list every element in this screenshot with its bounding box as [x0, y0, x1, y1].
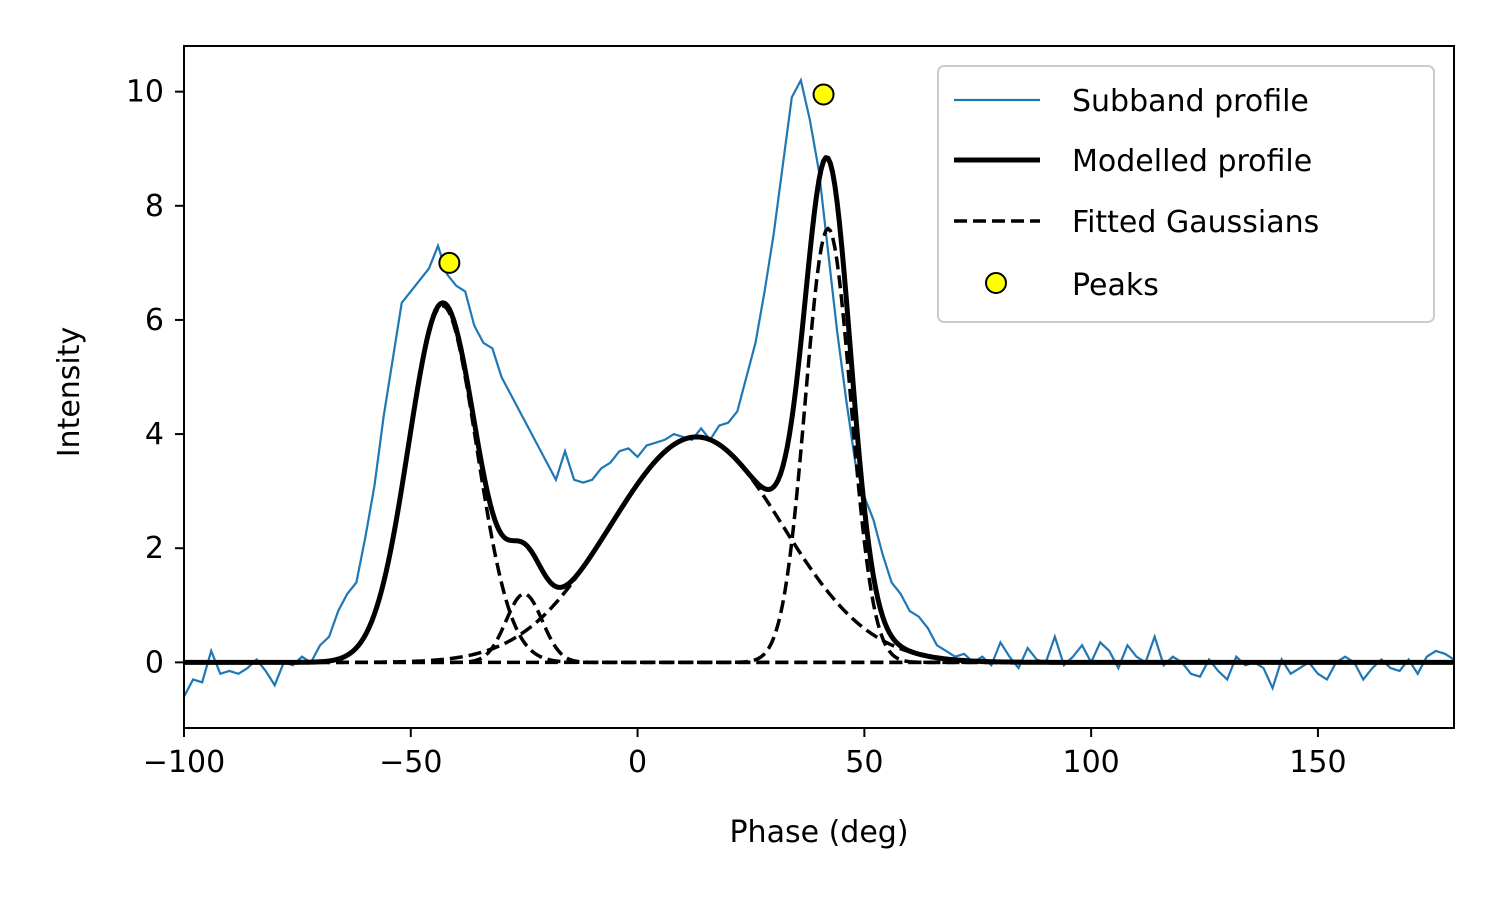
- plot-area: [184, 77, 1454, 698]
- fitted-gaussian-4: [184, 226, 1454, 665]
- x-tick-label: 0: [628, 745, 647, 780]
- y-tick-label: 10: [126, 75, 164, 110]
- axis-ticks: −100 −50 0 50 100 150 0 2 4 6 8 10: [126, 75, 1347, 780]
- y-tick-label: 2: [145, 531, 164, 566]
- legend-label-subband-profile: Subband profile: [1072, 84, 1309, 119]
- legend-box: [937, 65, 1435, 323]
- x-tick-label: 150: [1289, 745, 1346, 780]
- legend-label-modelled-profile: Modelled profile: [1072, 144, 1312, 179]
- legend: Subband profile Modelled profile Fitted …: [937, 65, 1435, 323]
- series-modelled-profile: [184, 155, 1454, 665]
- x-tick-label: 50: [845, 745, 883, 780]
- y-axis-label: Intensity: [52, 327, 87, 458]
- x-axis-label: Phase (deg): [729, 815, 908, 850]
- legend-label-peaks: Peaks: [1072, 268, 1159, 303]
- peak-marker-1: [438, 251, 461, 274]
- legend-swatch-peaks: [985, 272, 1007, 294]
- y-tick-label: 0: [145, 645, 164, 680]
- legend-label-fitted-gaussians: Fitted Gaussians: [1072, 205, 1319, 240]
- x-tick-label: −100: [143, 745, 225, 780]
- y-tick-label: 6: [145, 303, 164, 338]
- y-tick-label: 8: [145, 189, 164, 224]
- x-tick-label: 100: [1063, 745, 1120, 780]
- axes-frame: [183, 45, 1455, 729]
- x-tick-label: −50: [379, 745, 442, 780]
- peak-marker-2: [812, 83, 835, 106]
- y-tick-label: 4: [145, 417, 164, 452]
